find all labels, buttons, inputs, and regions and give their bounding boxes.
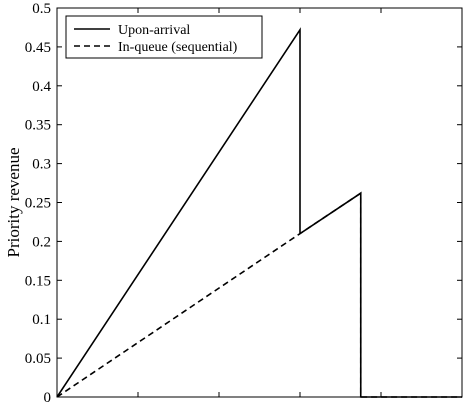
- y-axis-label: Priority revenue: [4, 148, 23, 258]
- series-lines: [56, 27, 462, 398]
- y-tick-label: 0.45: [25, 40, 51, 56]
- plot-frame: [56, 7, 463, 398]
- y-tick-label: 0.3: [32, 157, 51, 173]
- y-tick-label: 0.2: [32, 234, 51, 250]
- y-tick-label: 0.15: [25, 273, 51, 289]
- y-tick-label: 0.5: [32, 1, 51, 17]
- y-tick-label: 0.4: [32, 79, 51, 95]
- legend: Upon-arrival In-queue (sequential): [65, 15, 263, 59]
- legend-label-in-queue: In-queue (sequential): [118, 40, 238, 55]
- series-line-in-queue: [56, 191, 462, 398]
- series-line-upon-arrival: [56, 27, 462, 398]
- y-tick-label: 0: [44, 390, 52, 403]
- y-tick-label: 0.25: [25, 196, 51, 212]
- y-tick-label: 0.35: [25, 118, 51, 134]
- legend-box: [65, 15, 263, 59]
- y-tick-label: 0.1: [32, 312, 51, 328]
- legend-label-upon-arrival: Upon-arrival: [118, 23, 190, 38]
- y-tick-label: 0.05: [25, 351, 51, 367]
- axis-ticks: [56, 7, 463, 398]
- y-tick-labels: 0 0.05 0.1 0.15 0.2 0.25 0.3 0.35 0.4 0.45 0.5: [25, 1, 52, 403]
